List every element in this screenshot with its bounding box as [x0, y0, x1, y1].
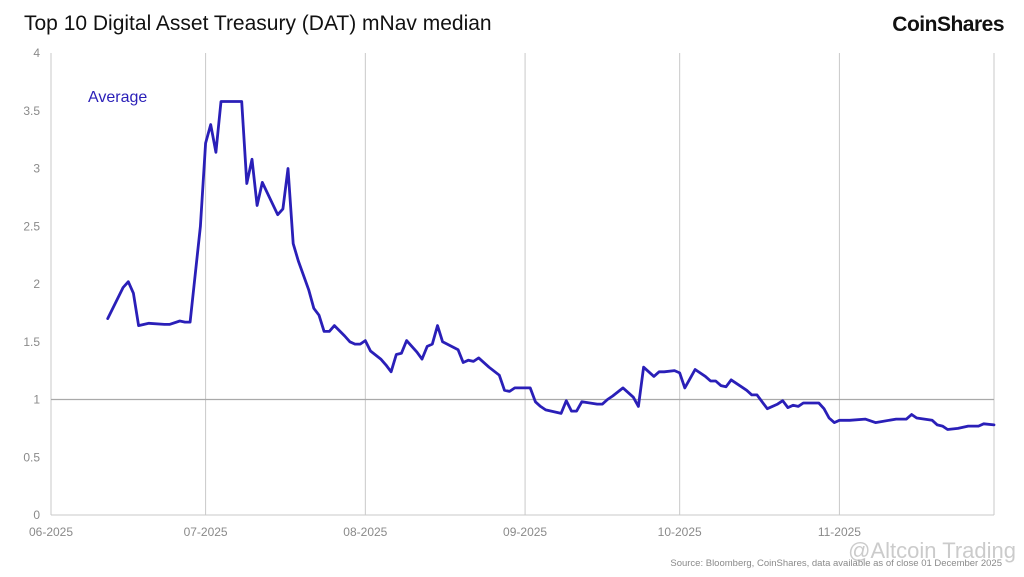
chart-title: Top 10 Digital Asset Treasury (DAT) mNav… — [24, 12, 492, 35]
axes: 06-2025 07-2025 08-2025 09-2025 10-2025 11-20… — [23, 46, 994, 539]
y-tick-label: 1 — [33, 393, 40, 407]
source-note: Source: Bloomberg, CoinShares, data avai… — [670, 558, 1002, 569]
series-label-average: Average — [88, 89, 147, 106]
x-tick-label: 11-2025 — [818, 525, 861, 539]
x-tick-label: 07-2025 — [184, 525, 228, 539]
y-tick-label: 2.5 — [23, 219, 40, 233]
y-tick-label: 2 — [33, 277, 40, 291]
grid — [50, 53, 995, 515]
y-tick-label: 0 — [33, 508, 40, 522]
x-tick-label: 06-2025 — [29, 525, 73, 539]
series-line-average — [106, 100, 996, 431]
y-tick-label: 1.5 — [23, 335, 40, 349]
x-tick-label: 09-2025 — [503, 525, 547, 539]
y-tick-label: 3 — [33, 162, 40, 176]
y-tick-label: 0.5 — [23, 450, 40, 464]
y-tick-label: 4 — [33, 46, 40, 60]
y-tick-label: 3.5 — [23, 104, 40, 118]
x-tick-label: 08-2025 — [343, 525, 387, 539]
watermark: @Altcoin Trading — [848, 538, 1016, 563]
series-layer — [106, 100, 996, 431]
coinshares-logo: CoinShares — [892, 13, 1004, 36]
x-tick-label: 10-2025 — [658, 525, 702, 539]
series-labels: Average — [88, 89, 147, 106]
